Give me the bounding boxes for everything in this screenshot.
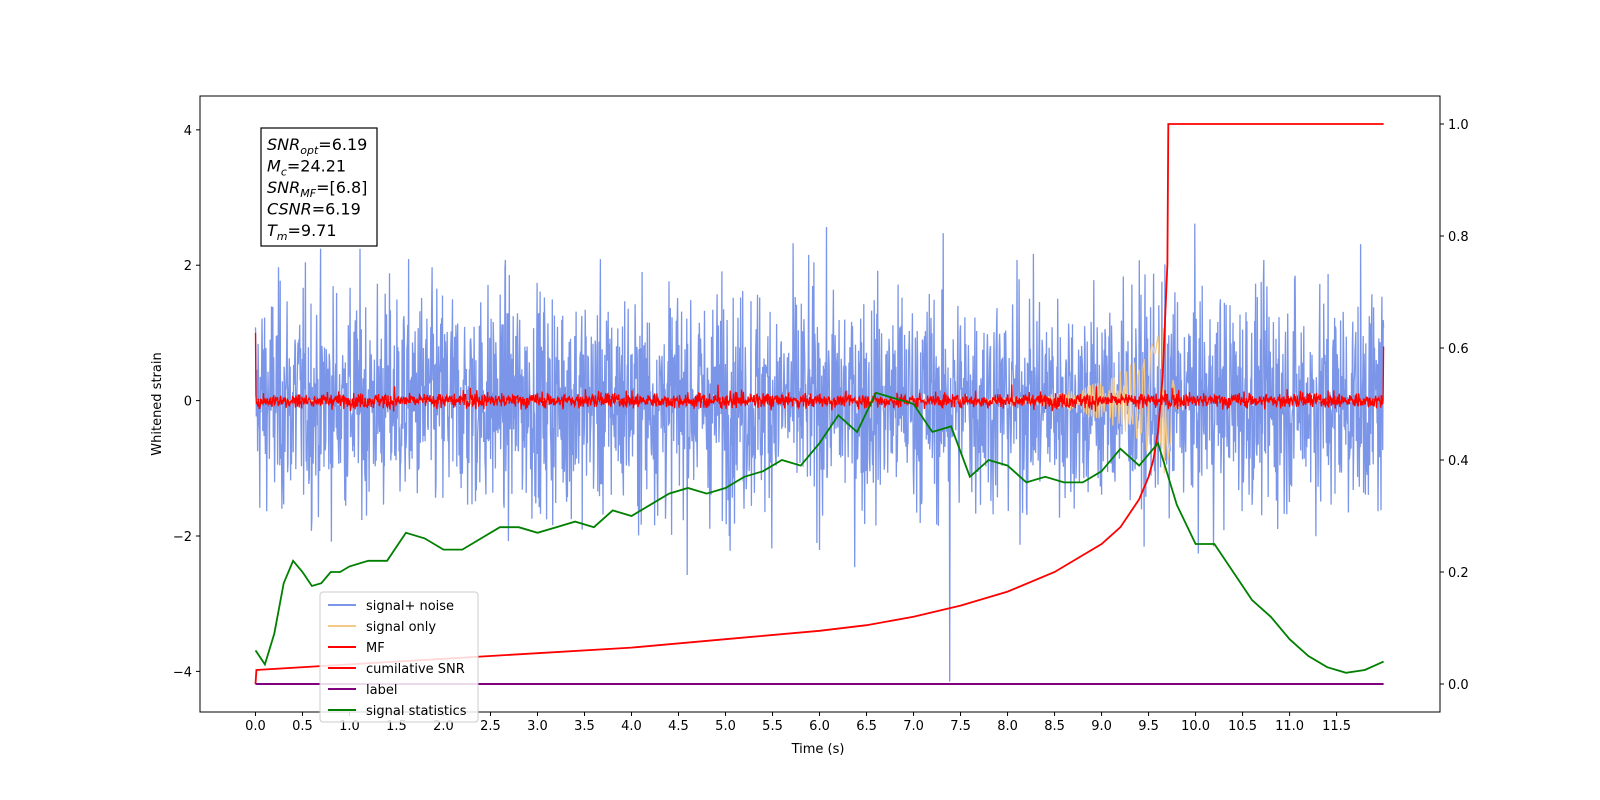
x-tick-label: 7.5	[950, 719, 971, 734]
x-tick-label: 1.5	[386, 719, 407, 734]
legend-label: signal only	[366, 620, 436, 635]
annotation-line: SNRopt=6.19	[267, 135, 367, 157]
x-tick-label: 2.0	[433, 719, 454, 734]
y-right-tick-label: 1.0	[1448, 118, 1469, 133]
y-left-tick-label: −4	[173, 665, 192, 680]
series-signal-noise	[254, 223, 1385, 682]
legend-label: MF	[366, 641, 385, 656]
y-right-tick-label: 0.4	[1448, 454, 1469, 469]
series-cumulative-snr	[254, 123, 1384, 685]
x-tick-label: 6.5	[856, 719, 877, 734]
y-left-tick-label: 2	[184, 259, 192, 274]
y-right-tick-label: 0.6	[1448, 342, 1469, 357]
legend-label: label	[366, 683, 397, 698]
legend: signal+ noise signal only MF cumilative SNR…	[319, 591, 479, 723]
x-tick-label: 8.5	[1044, 719, 1065, 734]
legend-frame	[319, 591, 479, 723]
annotation-line: SNRMF=[6.8]	[267, 178, 367, 200]
y-axis-left: −4 −2 0 2 4	[173, 124, 200, 680]
annotation-line: Tm=9.71	[267, 221, 337, 243]
x-tick-label: 6.0	[809, 719, 830, 734]
legend-label: signal statistics	[366, 704, 467, 719]
annotation-line: Mc=24.21	[267, 157, 346, 179]
y-axis-label: Whitened strain	[150, 352, 165, 455]
legend-label: signal+ noise	[366, 599, 454, 614]
x-tick-label: 8.0	[997, 719, 1018, 734]
x-axis: 0.0 0.5 1.0 1.5 2.0 2.5 3.0 3.5 4.0 4.5 5.0 5.5 6.0 6…	[245, 712, 1351, 734]
y-axis-right: 0.0 0.2 0.4 0.6 0.8 1.0	[1440, 118, 1469, 693]
annotation-frame	[260, 127, 378, 247]
series-signal-statistics	[254, 391, 1384, 674]
series-mf	[254, 332, 1385, 412]
x-tick-label: 5.5	[762, 719, 783, 734]
x-tick-label: 3.5	[574, 719, 595, 734]
y-right-tick-label: 0.0	[1448, 678, 1469, 693]
plot-area	[254, 123, 1385, 685]
y-left-tick-label: 4	[184, 124, 192, 139]
x-tick-label: 11.5	[1322, 719, 1351, 734]
y-right-tick-label: 0.8	[1448, 230, 1469, 245]
x-tick-label: 4.5	[668, 719, 689, 734]
x-tick-label: 2.5	[480, 719, 501, 734]
x-tick-label: 0.5	[292, 719, 313, 734]
y-right-tick-label: 0.2	[1448, 566, 1469, 581]
x-tick-label: 10.5	[1228, 719, 1257, 734]
legend-label: cumilative SNR	[366, 662, 465, 677]
x-tick-label: 1.0	[339, 719, 360, 734]
x-tick-label: 4.0	[621, 719, 642, 734]
annotation-line: CSNR=6.19	[267, 200, 361, 219]
x-tick-label: 9.0	[1091, 719, 1112, 734]
x-tick-label: 11.0	[1275, 719, 1304, 734]
x-tick-label: 3.0	[527, 719, 548, 734]
x-tick-label: 9.5	[1138, 719, 1159, 734]
x-axis-label: Time (s)	[791, 742, 845, 757]
x-tick-label: 7.0	[903, 719, 924, 734]
x-tick-label: 0.0	[245, 719, 266, 734]
x-tick-label: 10.0	[1181, 719, 1210, 734]
x-tick-label: 5.0	[715, 719, 736, 734]
y-left-tick-label: −2	[173, 530, 192, 545]
y-left-tick-label: 0	[184, 395, 192, 410]
